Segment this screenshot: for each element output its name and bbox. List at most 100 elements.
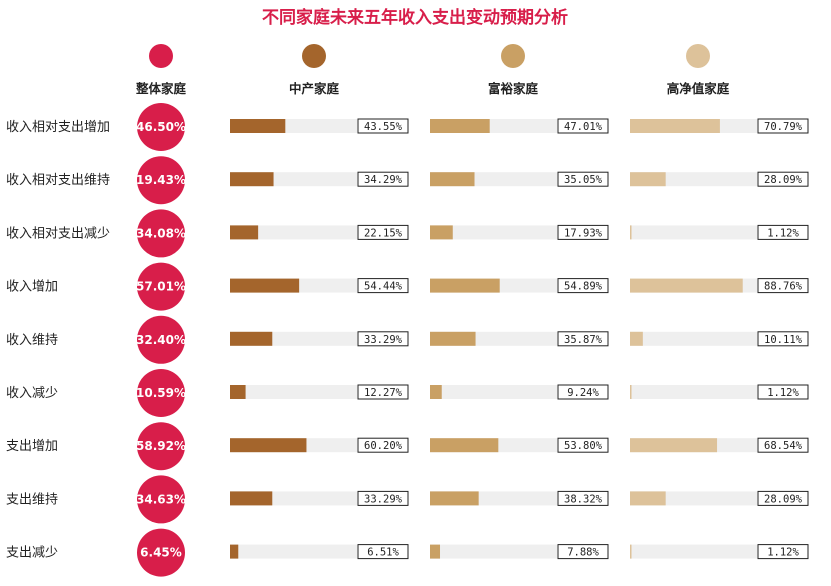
value-box (557, 544, 609, 560)
bar-value-label: 6.51% (367, 547, 399, 559)
legend-dot-1 (302, 44, 326, 68)
bar-mark (630, 119, 720, 133)
value-box (557, 331, 609, 347)
row-label: 收入相对支出维持 (6, 173, 110, 188)
bubble-value-label: 34.08% (136, 226, 186, 240)
chart-rows: 收入相对支出增加 46.50% 43.55% 47.01% 70.79% 收入相对支出维持… (6, 103, 809, 577)
bubble-value-label: 10.59% (136, 386, 186, 400)
bar-value-label: 38.32% (564, 493, 603, 505)
bubble-mark (137, 422, 185, 471)
bar-track (230, 544, 357, 559)
bar-mark (230, 385, 246, 399)
value-box (357, 437, 409, 453)
legend-dot-0 (149, 44, 173, 68)
bar-mark (230, 172, 274, 187)
value-box (757, 544, 809, 560)
value-box (757, 331, 809, 347)
value-box (757, 224, 809, 240)
row-label: 支出维持 (6, 492, 58, 507)
bar-track (230, 385, 357, 399)
bar-value-label: 34.29% (364, 174, 403, 186)
bar-value-label: 28.09% (764, 174, 803, 186)
value-box (757, 437, 809, 453)
bubble-value-label: 34.63% (136, 492, 186, 506)
bubble-value-label: 32.40% (136, 333, 186, 347)
value-box (357, 384, 409, 400)
bubble-value-label: 57.01% (136, 280, 186, 294)
value-box (357, 490, 409, 506)
value-box (357, 278, 409, 294)
legend-dot-2 (501, 44, 525, 68)
bubble-value-label: 58.92% (136, 439, 186, 453)
bubble-mark (137, 103, 185, 151)
bar-value-label: 9.24% (567, 387, 599, 399)
bar-value-label: 35.05% (564, 174, 603, 186)
bar-value-label: 10.11% (764, 334, 803, 346)
bubble-mark (137, 262, 185, 311)
bar-mark (630, 331, 643, 346)
bar-mark (230, 225, 259, 240)
bar-value-label: 1.12% (767, 547, 799, 559)
bar-mark (230, 278, 300, 293)
chart-title: 不同家庭未来五年收入支出变动预期分析 (262, 7, 568, 28)
bar-mark (230, 544, 239, 559)
row-7: 支出维持 34.63% 33.29% 38.32% 28.09% (6, 475, 809, 524)
bar-track (630, 544, 757, 559)
bubble-mark (137, 528, 185, 577)
bar-value-label: 1.12% (767, 227, 799, 239)
bubble-mark (137, 475, 185, 524)
bar-value-label: 22.15% (364, 227, 403, 239)
row-0: 收入相对支出增加 46.50% 43.55% 47.01% 70.79% (6, 103, 809, 151)
bubble-mark (137, 315, 185, 364)
bar-value-label: 88.76% (764, 281, 803, 293)
bar-track (630, 385, 757, 399)
value-box (557, 490, 609, 506)
bar-value-label: 54.44% (364, 281, 403, 293)
row-label: 支出增加 (6, 439, 58, 454)
bar-track (430, 225, 557, 240)
bar-value-label: 35.87% (564, 334, 603, 346)
bar-mark (630, 544, 632, 559)
row-5: 收入减少 10.59% 12.27% 9.24% 1.12% (6, 369, 809, 417)
bar-value-label: 7.88% (567, 547, 599, 559)
value-box (757, 278, 809, 294)
bar-value-label: 47.01% (564, 121, 603, 133)
bar-mark (230, 438, 307, 453)
row-1: 收入相对支出维持 19.43% 34.29% 35.05% 28.09% (6, 156, 809, 205)
bar-mark (230, 491, 273, 506)
bar-value-label: 53.80% (564, 440, 603, 452)
bar-mark (430, 544, 441, 559)
value-box (357, 118, 409, 134)
row-3: 收入增加 57.01% 54.44% 54.89% 88.76% (6, 262, 809, 311)
row-6: 支出增加 58.92% 60.20% 53.80% 68.54% (6, 422, 809, 471)
value-box (557, 278, 609, 294)
row-4: 收入维持 32.40% 33.29% 35.87% 10.11% (6, 315, 809, 364)
value-box (357, 331, 409, 347)
legend-label-1: 中产家庭 (289, 81, 340, 96)
legend-label-3: 高净值家庭 (667, 81, 730, 96)
row-label: 收入增加 (6, 280, 58, 295)
bar-mark (430, 331, 476, 346)
bar-value-label: 54.89% (564, 281, 603, 293)
bar-mark (630, 225, 632, 240)
value-box (757, 384, 809, 400)
value-box (357, 544, 409, 560)
bar-track (430, 544, 557, 559)
value-box (557, 384, 609, 400)
bar-value-label: 1.12% (767, 387, 799, 399)
bar-mark (430, 278, 500, 293)
legend-label-0: 整体家庭 (136, 81, 187, 96)
value-box (557, 171, 609, 187)
bar-mark (630, 438, 718, 453)
bar-value-label: 33.29% (364, 493, 403, 505)
bar-value-label: 43.55% (364, 121, 403, 133)
series-headers: 整体家庭 中产家庭 富裕家庭 高净值家庭 (136, 44, 730, 96)
bubble-value-label: 46.50% (136, 120, 186, 134)
value-box (357, 171, 409, 187)
bar-mark (430, 491, 479, 506)
value-box (757, 171, 809, 187)
value-box (557, 224, 609, 240)
bar-mark (230, 119, 286, 133)
bubble-mark (137, 156, 185, 205)
